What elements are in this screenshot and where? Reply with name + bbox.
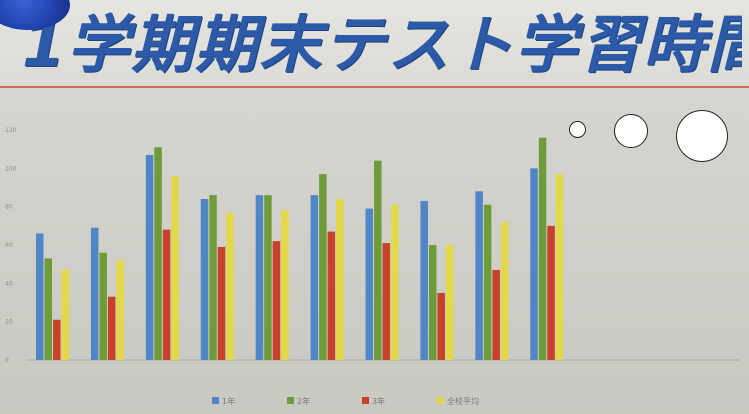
bar-3	[492, 269, 500, 360]
bar-2	[374, 160, 382, 360]
y-tick-label: 0	[5, 357, 9, 364]
legend-label: 1年	[222, 396, 235, 406]
bar-4	[171, 176, 179, 360]
bar-4	[391, 204, 399, 360]
bar-3	[217, 246, 226, 360]
bar-2	[483, 204, 492, 360]
y-tick-label: 40	[5, 280, 13, 287]
legend-label: 全校平均	[447, 396, 479, 406]
title-band: 1学期期末テスト学習時間	[0, 0, 749, 86]
bar-4	[226, 212, 234, 360]
thought-bubble-large-icon	[676, 110, 728, 162]
bar-2	[154, 147, 162, 360]
divider	[0, 86, 749, 88]
bar-2	[319, 174, 327, 360]
legend-swatch	[212, 397, 219, 404]
bar-3	[272, 241, 281, 360]
bar-1	[365, 208, 374, 360]
bar-2	[538, 137, 547, 360]
bar-2	[44, 258, 52, 360]
bar-2	[264, 195, 272, 360]
bar-2	[209, 195, 217, 360]
bar-1	[310, 195, 319, 360]
legend-label: 2年	[297, 396, 310, 406]
bar-3	[437, 292, 445, 360]
bar-1	[36, 233, 44, 360]
bar-1	[420, 200, 428, 360]
bar-1	[255, 195, 264, 360]
bar-2	[428, 245, 437, 360]
legend-swatch	[287, 397, 294, 404]
bar-4	[336, 199, 344, 360]
legend-swatch	[437, 397, 444, 404]
bar-1	[90, 227, 99, 360]
bar-3	[382, 243, 391, 360]
y-tick-label: 60	[5, 242, 13, 249]
bar-1	[530, 168, 538, 360]
y-tick-label: 80	[5, 204, 13, 211]
bar-3	[547, 225, 555, 360]
thought-bubble-small-icon	[569, 121, 586, 138]
legend-swatch	[362, 397, 369, 404]
bar-1	[200, 199, 209, 360]
bar-4	[500, 222, 509, 360]
bar-1	[475, 191, 483, 360]
bar-4	[445, 245, 454, 360]
legend-label: 3年	[372, 396, 385, 406]
bar-2	[99, 252, 107, 360]
bar-4	[61, 269, 69, 360]
bar-4	[281, 210, 289, 360]
page-title: 1学期期末テスト学習時間	[22, 8, 742, 81]
bar-3	[107, 296, 116, 360]
bar-4	[116, 260, 124, 360]
bar-3	[53, 319, 61, 360]
bar-4	[555, 174, 564, 360]
y-tick-label: 120	[5, 127, 17, 134]
y-tick-label: 20	[5, 319, 13, 326]
thought-bubble-medium-icon	[614, 114, 648, 148]
bar-1	[145, 154, 154, 360]
bar-3	[162, 229, 171, 360]
y-tick-label: 100	[5, 165, 17, 172]
bar-3	[327, 231, 336, 360]
